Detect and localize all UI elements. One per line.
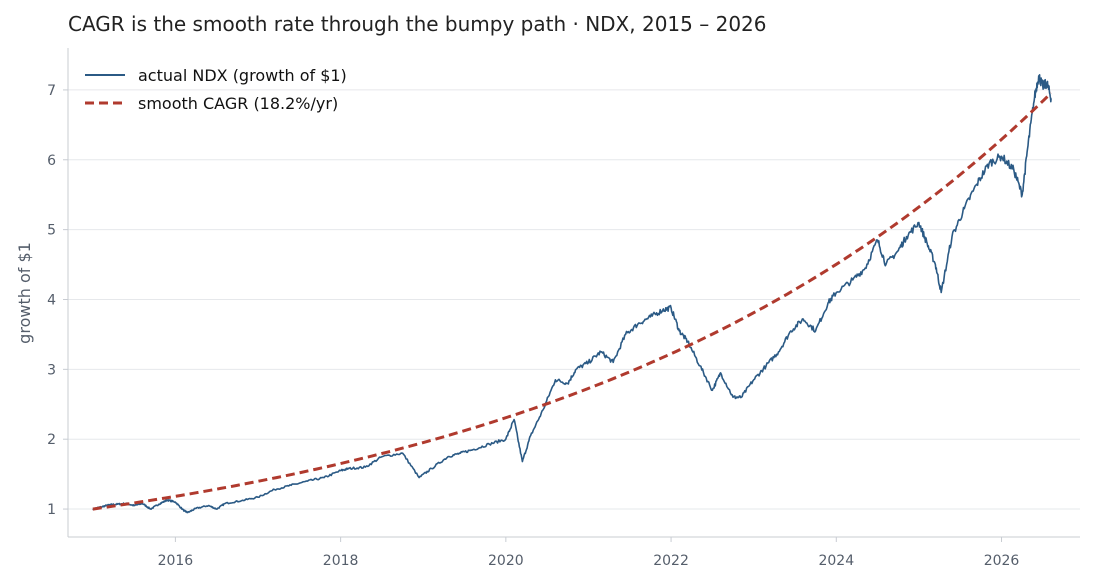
series-line-actual-ndx [92, 74, 1052, 514]
legend-label-smooth-cagr: smooth CAGR (18.2%/yr) [138, 94, 338, 113]
series-line-smooth-cagr [92, 91, 1053, 511]
y-tick-label-1: 1 [47, 502, 56, 518]
tick-labels: 1 2 3 4 5 6 7 2016 2018 2020 2022 2024 2026 [47, 83, 1019, 569]
x-tick-label-2024: 2024 [818, 553, 854, 569]
legend-label-actual-ndx: actual NDX (growth of $1) [138, 66, 347, 85]
y-tick-label-3: 3 [47, 362, 56, 378]
y-tick-label-6: 6 [47, 153, 56, 169]
y-tick-label-7: 7 [47, 83, 56, 99]
x-tick-label-2016: 2016 [158, 553, 194, 569]
axes [67, 48, 1080, 538]
legend: actual NDX (growth of $1) smooth CAGR (1… [85, 66, 347, 113]
y-tick-label-5: 5 [47, 223, 56, 239]
grid-lines [68, 89, 1080, 510]
y-tick-label-4: 4 [47, 292, 56, 308]
x-tick-label-2020: 2020 [488, 553, 524, 569]
x-tick-label-2026: 2026 [984, 553, 1020, 569]
chart-title: CAGR is the smooth rate through the bump… [68, 12, 767, 36]
series [92, 74, 1053, 514]
y-axis-label: growth of $1 [15, 242, 34, 344]
x-tick-label-2018: 2018 [323, 553, 359, 569]
y-tick-label-2: 2 [47, 432, 56, 448]
x-tick-label-2022: 2022 [653, 553, 689, 569]
